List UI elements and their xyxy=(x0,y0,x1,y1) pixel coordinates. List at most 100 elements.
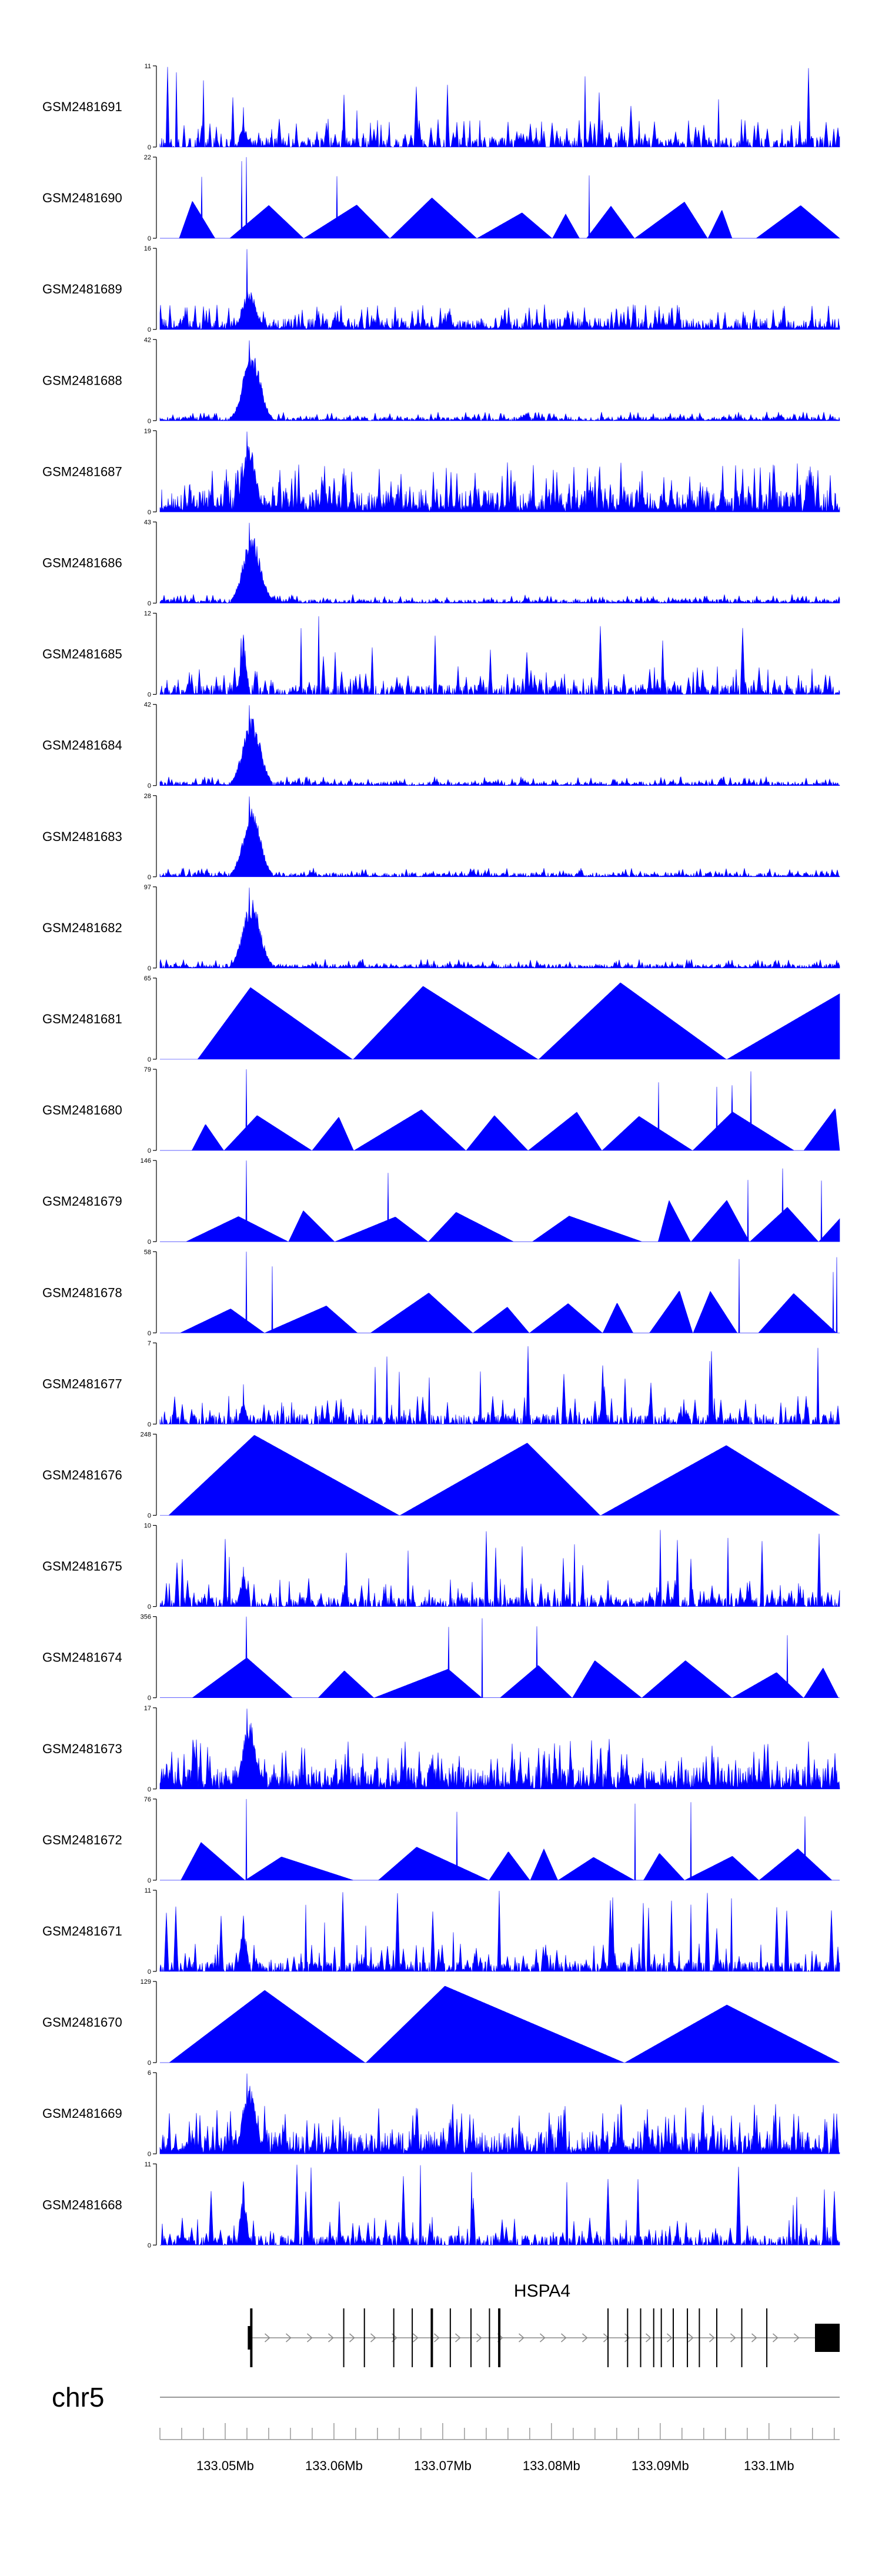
strand-arrow xyxy=(773,2333,779,2343)
y-min-label: 0 xyxy=(148,326,151,333)
signal-area xyxy=(159,887,840,969)
track-label: GSM2481669 xyxy=(42,2106,122,2121)
strand-arrow xyxy=(413,2333,419,2343)
y-max-label: 356 xyxy=(141,1614,151,1621)
track-label: GSM2481675 xyxy=(42,1559,122,1574)
track-label: GSM2481683 xyxy=(42,829,122,844)
track-label: GSM2481681 xyxy=(42,1012,122,1026)
strand-arrow xyxy=(582,2333,588,2343)
strand-arrow xyxy=(328,2333,334,2343)
y-min-label: 0 xyxy=(148,1786,151,1793)
gene-exon xyxy=(470,2308,472,2367)
strand-arrow xyxy=(561,2333,567,2343)
signal-area xyxy=(159,66,840,148)
signal-area xyxy=(159,705,840,786)
gene-exon xyxy=(607,2308,609,2367)
track-label: GSM2481673 xyxy=(42,1741,122,1756)
y-min-label: 0 xyxy=(148,1513,151,1520)
y-max-label: 129 xyxy=(141,1978,151,1986)
y-max-label: 42 xyxy=(144,336,151,343)
signal-area xyxy=(159,340,840,422)
track-GSM2481688: GSM2481688 42 0 xyxy=(42,336,840,425)
strand-arrow xyxy=(519,2333,524,2343)
track-label: GSM2481688 xyxy=(42,373,122,388)
y-min-label: 0 xyxy=(148,1421,151,1428)
y-min-label: 0 xyxy=(148,874,151,881)
strand-arrow xyxy=(794,2333,800,2343)
axis-tick-label: 133.07Mb xyxy=(414,2458,472,2473)
track-label: GSM2481682 xyxy=(42,920,122,935)
gene-exon xyxy=(653,2308,654,2367)
strand-arrow xyxy=(307,2333,313,2343)
axis-tick-label: 133.05Mb xyxy=(196,2458,254,2473)
signal-area xyxy=(160,982,840,1060)
chromosome-label: chr5 xyxy=(52,2382,104,2413)
strand-arrow xyxy=(751,2333,757,2343)
y-min-label: 0 xyxy=(148,1695,151,1702)
strand-arrow xyxy=(455,2333,461,2343)
signal-area xyxy=(159,249,840,331)
gene-exon xyxy=(498,2308,501,2367)
track-GSM2481691: GSM2481691 11 0 xyxy=(42,63,840,151)
y-max-label: 58 xyxy=(144,1249,151,1256)
axis-tick-label: 133.08Mb xyxy=(523,2458,580,2473)
y-min-label: 0 xyxy=(148,2060,151,2067)
signal-area xyxy=(159,1530,840,1607)
gene-exon xyxy=(766,2308,768,2367)
strand-arrow xyxy=(730,2333,736,2343)
y-min-label: 0 xyxy=(148,783,151,790)
strand-arrow xyxy=(624,2333,630,2343)
gene-exon xyxy=(627,2308,629,2367)
signal-area xyxy=(160,1986,840,2063)
y-max-label: 65 xyxy=(144,975,151,982)
y-max-label: 11 xyxy=(145,2161,151,2168)
track-GSM2481683: GSM2481683 28 0 xyxy=(42,793,840,881)
y-min-label: 0 xyxy=(148,1147,151,1154)
gene-exon xyxy=(673,2308,674,2367)
y-max-label: 22 xyxy=(144,154,151,161)
axis-tick-label: 133.1Mb xyxy=(744,2458,794,2473)
strand-arrow xyxy=(646,2333,652,2343)
y-max-label: 16 xyxy=(144,245,151,252)
track-GSM2481669: GSM2481669 6 0 xyxy=(42,2070,840,2158)
gene-3prime-exon xyxy=(815,2324,840,2352)
track-label: GSM2481685 xyxy=(42,647,122,662)
y-min-label: 0 xyxy=(148,509,151,516)
track-label: GSM2481678 xyxy=(42,1285,122,1300)
axis-tick-label: 133.09Mb xyxy=(632,2458,689,2473)
track-label: GSM2481677 xyxy=(42,1376,122,1391)
track-label: GSM2481690 xyxy=(42,191,122,205)
strand-arrow xyxy=(688,2333,694,2343)
y-min-label: 0 xyxy=(148,144,151,151)
gene-exon xyxy=(248,2326,252,2350)
signal-area xyxy=(160,157,840,239)
track-label: GSM2481674 xyxy=(42,1650,122,1665)
track-GSM2481674: GSM2481674 356 0 xyxy=(42,1614,840,1702)
track-GSM2481677: GSM2481677 7 0 xyxy=(42,1340,840,1428)
track-label: GSM2481671 xyxy=(42,1924,122,1938)
track-label: GSM2481686 xyxy=(42,556,122,570)
strand-arrow xyxy=(286,2333,292,2343)
y-min-label: 0 xyxy=(148,600,151,608)
y-min-label: 0 xyxy=(148,1604,151,1611)
gene-exon xyxy=(741,2308,743,2367)
axis-tick-label: 133.06Mb xyxy=(305,2458,363,2473)
y-min-label: 0 xyxy=(148,1877,151,1884)
y-max-label: 28 xyxy=(144,793,151,800)
signal-area xyxy=(159,522,840,604)
track-GSM2481670: GSM2481670 129 0 xyxy=(42,1978,840,2067)
strand-arrow xyxy=(540,2333,546,2343)
track-GSM2481668: GSM2481668 11 0 xyxy=(42,2161,840,2249)
strand-arrow xyxy=(476,2333,482,2343)
y-max-label: 42 xyxy=(144,702,151,709)
gene-exon xyxy=(363,2308,365,2367)
track-label: GSM2481668 xyxy=(42,2197,122,2212)
track-label: GSM2481687 xyxy=(42,464,122,479)
track-GSM2481685: GSM2481685 12 0 xyxy=(42,610,840,699)
gene-label: HSPA4 xyxy=(514,2281,570,2301)
track-GSM2481673: GSM2481673 17 0 xyxy=(42,1705,840,1793)
y-max-label: 10 xyxy=(144,1523,151,1530)
signal-area xyxy=(160,1252,840,1333)
gene-exon xyxy=(699,2308,700,2367)
